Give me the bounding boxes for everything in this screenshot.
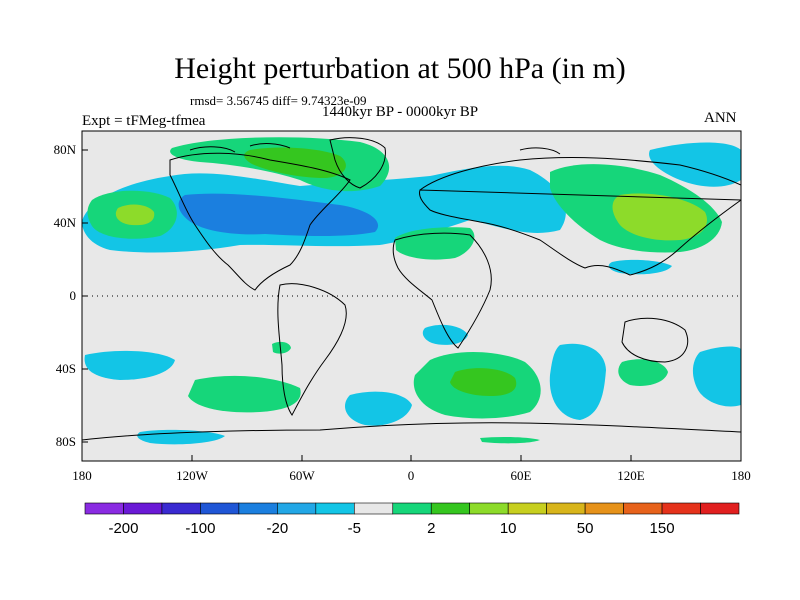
indian-ocean-low: [608, 259, 672, 275]
colorbar-label: 10: [500, 520, 517, 537]
antarctic-high-strip: [480, 436, 540, 444]
colorbar-swatch: [700, 502, 740, 515]
eurasia-coast: [419, 157, 741, 276]
southern-ocean-low-atlantic: [345, 391, 412, 426]
colorbar: [84, 502, 740, 515]
southern-ocean-low-indian: [549, 343, 606, 420]
colorbar-swatch: [661, 502, 701, 515]
colorbar-labels: -200 -100 -20 -5 2 10 50 150: [108, 520, 674, 537]
period-text: 1440kyr BP - 0000kyr BP: [322, 104, 479, 120]
colorbar-label: -100: [185, 520, 215, 537]
east-asia-high-core: [612, 193, 708, 241]
lat-label-80s: 80S: [56, 434, 76, 449]
colorbar-swatch: [392, 502, 432, 515]
colorbar-swatch: [277, 502, 317, 515]
lon-label-60e: 60E: [511, 468, 532, 483]
colorbar-label: -20: [267, 520, 289, 537]
colorbar-swatch: [353, 502, 394, 515]
south-america-coast: [277, 283, 347, 416]
lat-label-0: 0: [70, 288, 77, 303]
antarctica-coast: [82, 422, 741, 441]
australia-high: [618, 359, 668, 386]
colorbar-swatch: [623, 502, 663, 515]
season-label: ANN: [704, 110, 737, 126]
southeast-pacific-high: [188, 375, 301, 413]
colorbar-swatch: [200, 502, 240, 515]
colorbar-label: -200: [108, 520, 138, 537]
colorbar-label: 2: [427, 520, 435, 537]
colorbar-swatch: [546, 502, 586, 515]
lon-label-60w: 60W: [289, 468, 315, 483]
southern-ocean-low-east: [692, 346, 741, 407]
southern-ocean-low-west: [84, 350, 175, 380]
latitude-axis: 80N 40N 0 40S 80S: [54, 142, 88, 449]
south-atlantic-high-core: [450, 368, 517, 396]
arctic-islands: [189, 143, 561, 155]
north-pacific-high-core: [115, 204, 155, 226]
africa-coast: [392, 232, 492, 349]
colorbar-label: 50: [577, 520, 594, 537]
small-high-patagonia: [272, 341, 291, 354]
north-america-coast: [169, 152, 351, 291]
small-low-brazil: [422, 324, 468, 345]
colorbar-swatch: [123, 502, 163, 515]
chart-title: Height perturbation at 500 hPa (in m): [174, 52, 626, 85]
greenland-coast: [329, 137, 386, 189]
lon-label-0: 0: [408, 468, 415, 483]
australia-coast: [621, 317, 689, 363]
lat-label-40n: 40N: [54, 215, 77, 230]
colorbar-label: -5: [348, 520, 361, 537]
coastlines: [82, 137, 741, 441]
colorbar-label: 150: [650, 520, 675, 537]
colorbar-swatch: [315, 502, 355, 515]
colorbar-swatch: [238, 502, 278, 515]
colorbar-swatch: [430, 502, 471, 515]
colorbar-swatch: [161, 502, 201, 515]
colorbar-swatch: [507, 502, 547, 515]
lon-label-120w: 120W: [176, 468, 209, 483]
colorbar-swatch: [469, 502, 509, 515]
stats-text: rmsd= 3.56745 diff= 9.74323e-09: [190, 93, 367, 108]
longitude-axis: 180 120W 60W 0 60E 120E 180: [72, 455, 751, 483]
lon-label-180w: 180: [72, 468, 92, 483]
lon-label-120e: 120E: [617, 468, 645, 483]
experiment-label: Expt = tFMeg-tfmea: [82, 113, 206, 129]
colorbar-swatch: [584, 502, 624, 515]
lat-label-80n: 80N: [54, 142, 77, 157]
colorbar-swatch: [84, 502, 124, 515]
arctic-high-core: [244, 147, 346, 178]
lat-label-40s: 40S: [56, 361, 76, 376]
lon-label-180e: 180: [731, 468, 751, 483]
